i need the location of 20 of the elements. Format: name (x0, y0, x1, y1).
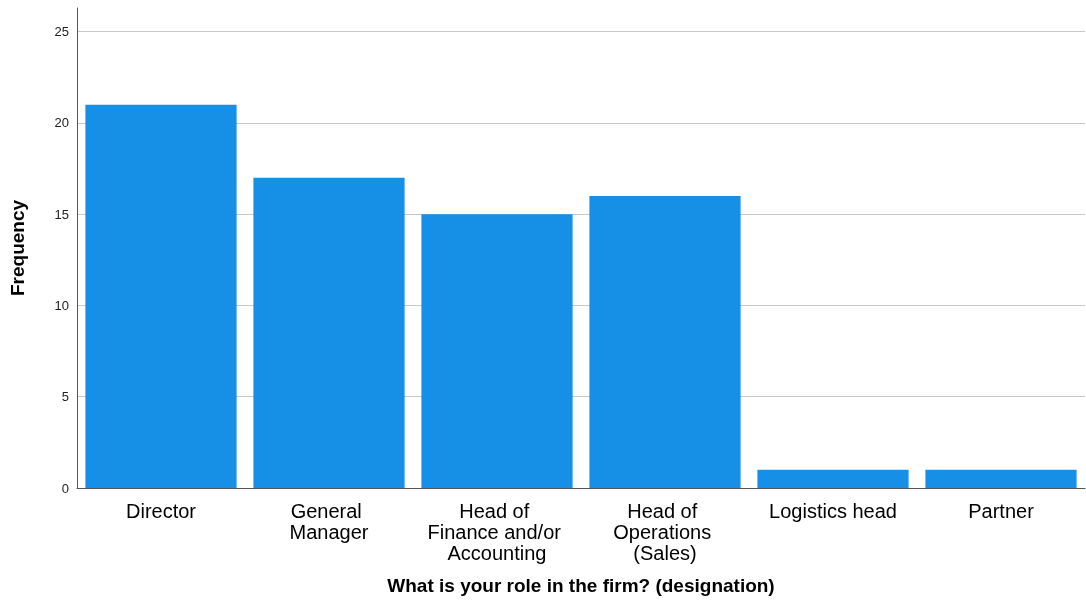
x-tick-label: Head of Operations (Sales) (613, 499, 717, 564)
y-tick-label: 25 (54, 24, 69, 40)
bar (253, 177, 405, 488)
x-tick-label: Head of Finance and/or Accounting (427, 499, 567, 564)
y-axis-title: Frequency (7, 199, 28, 297)
y-tick-label: 20 (54, 115, 69, 131)
bar (85, 104, 237, 488)
x-tick-label: Partner (968, 499, 1035, 522)
bar (589, 195, 741, 488)
y-tick-label: 10 (54, 297, 69, 313)
x-axis-title: What is your role in the firm? (designation) (387, 575, 775, 596)
bar (757, 469, 909, 488)
y-tick-label: 15 (54, 206, 69, 222)
bar (421, 214, 573, 488)
y-tick-label: 5 (61, 389, 69, 405)
y-tick-label: 0 (61, 480, 69, 496)
x-tick-label: General Manager (289, 499, 369, 543)
bar (925, 469, 1077, 488)
x-tick-label: Logistics head (769, 499, 897, 522)
x-tick-label: Director (125, 499, 197, 522)
